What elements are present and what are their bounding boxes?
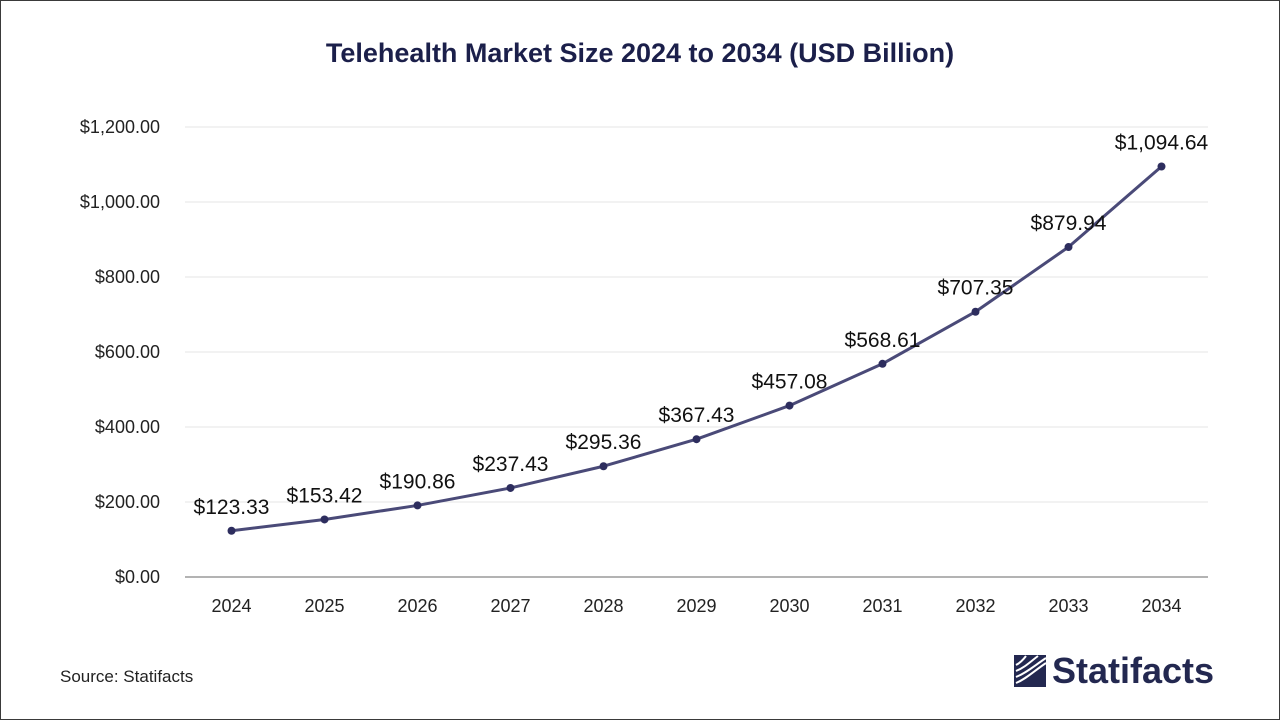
data-label: $153.42 (287, 484, 363, 507)
x-tick-label: 2027 (490, 596, 530, 616)
data-point (506, 483, 515, 492)
y-tick-label: $1,200.00 (80, 117, 160, 137)
data-label: $879.94 (1031, 212, 1107, 235)
x-tick-label: 2034 (1141, 596, 1181, 616)
y-tick-label: $1,000.00 (80, 192, 160, 212)
data-point (878, 359, 887, 368)
x-tick-label: 2026 (397, 596, 437, 616)
data-label: $123.33 (194, 496, 270, 519)
data-label: $707.35 (938, 277, 1014, 300)
y-tick-label: $600.00 (95, 342, 160, 362)
brand-logo: Statifacts (1012, 650, 1214, 692)
y-tick-label: $200.00 (95, 492, 160, 512)
x-tick-label: 2031 (862, 596, 902, 616)
x-tick-label: 2030 (769, 596, 809, 616)
data-label: $237.43 (473, 453, 549, 476)
data-point (692, 435, 701, 444)
data-point (599, 462, 608, 471)
x-tick-label: 2028 (583, 596, 623, 616)
data-point (227, 526, 236, 535)
x-tick-label: 2033 (1048, 596, 1088, 616)
data-label: $367.43 (659, 404, 735, 427)
x-tick-label: 2024 (211, 596, 251, 616)
chart-title: Telehealth Market Size 2024 to 2034 (USD… (325, 38, 955, 68)
y-tick-label: $400.00 (95, 417, 160, 437)
data-point (1064, 243, 1073, 252)
data-label: $568.61 (845, 329, 921, 352)
data-point (971, 307, 980, 316)
y-tick-label: $800.00 (95, 267, 160, 287)
statifacts-logo-icon (1014, 655, 1047, 687)
source-note: Source: Statifacts (60, 667, 194, 686)
data-label: $190.86 (380, 470, 456, 493)
x-tick-label: 2029 (676, 596, 716, 616)
data-point (320, 515, 329, 524)
data-label: $1,094.64 (1115, 132, 1209, 155)
x-tick-label: 2025 (304, 596, 344, 616)
x-tick-label: 2032 (955, 596, 995, 616)
series-line (230, 165, 1163, 533)
data-point (413, 501, 422, 510)
data-label: $457.08 (752, 371, 828, 394)
brand-name: Statifacts (1052, 650, 1215, 691)
y-tick-label: $0.00 (115, 567, 160, 587)
data-point (785, 401, 794, 410)
data-label: $295.36 (566, 431, 642, 454)
data-point (1157, 162, 1166, 171)
